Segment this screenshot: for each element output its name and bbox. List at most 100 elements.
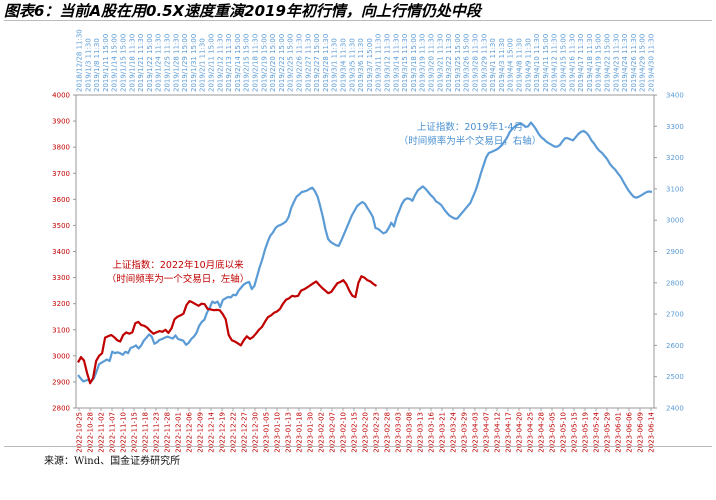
source-rule bbox=[4, 446, 712, 447]
bottom-tick-label: 2022-12-19 bbox=[219, 412, 227, 453]
top-tick-label: 2019/2/14 15:00 bbox=[234, 34, 242, 92]
bottom-tick-label: 2023-02-02 bbox=[318, 412, 326, 453]
top-axis: 2018/12/28 11:30 2019/1/3 11:30 2019/1/8 1… bbox=[76, 29, 656, 96]
bottom-tick-label: 2023-01-13 bbox=[285, 412, 293, 453]
top-tick-label: 2019/3/29 11:30 bbox=[480, 34, 488, 92]
right-tick-label: 3100 bbox=[666, 185, 684, 193]
top-tick-label: 2019/3/22 11:30 bbox=[445, 34, 453, 92]
right-axis: 2400 2500 2600 2700 2800 2900 3000 3100 3200 3300… bbox=[653, 92, 684, 413]
top-tick-label: 2019/2/13 11:30 bbox=[225, 34, 233, 92]
bottom-tick-label: 2023-05-29 bbox=[604, 412, 612, 453]
top-tick-label: 2019/2/1 11:30 bbox=[199, 38, 207, 92]
bottom-tick-label: 2023-03-24 bbox=[450, 411, 458, 452]
annotation-2019-line: 上证指数：2019年1-4月 bbox=[417, 121, 523, 133]
bottom-tick-label: 2023-04-12 bbox=[494, 412, 502, 453]
annotation-2022-line: （时间频率为一个交易日，左轴） bbox=[107, 273, 250, 285]
top-tick-label: 2019/4/30 11:30 bbox=[648, 34, 656, 92]
top-tick-label: 2019/2/15 15:00 bbox=[243, 34, 251, 92]
bottom-tick-label: 2023-05-10 bbox=[560, 412, 568, 453]
top-tick-label: 2019/3/21 11:30 bbox=[436, 34, 444, 92]
top-tick-label: 2019/4/3 11:30 bbox=[498, 38, 506, 92]
annotations: 上证指数：2022年10月底以来 （时间频率为一个交易日，左轴） 上证指数：2019… bbox=[107, 121, 542, 285]
bottom-tick-label: 2023-06-09 bbox=[637, 412, 645, 453]
bottom-tick-label: 2023-03-29 bbox=[461, 412, 469, 453]
bottom-tick-label: 2023-04-28 bbox=[538, 412, 546, 453]
bottom-tick-label: 2022-10-28 bbox=[87, 412, 95, 453]
bottom-tick-label: 2023-03-13 bbox=[417, 412, 425, 453]
left-tick-label: 3100 bbox=[52, 326, 70, 334]
bottom-tick-label: 2023-06-06 bbox=[626, 411, 634, 452]
top-tick-label: 2019/4/4 15:00 bbox=[507, 38, 515, 92]
top-tick-label: 2019/2/28 11:30 bbox=[322, 34, 330, 92]
top-tick-label: 2019/4/15 15:00 bbox=[560, 34, 568, 92]
top-tick-label: 2019/2/27 11:30 bbox=[304, 34, 312, 92]
top-tick-label: 2019/3/28 11:30 bbox=[472, 34, 480, 92]
top-tick-label: 2019/4/12 11:30 bbox=[551, 34, 559, 92]
left-tick-label: 3300 bbox=[52, 274, 70, 282]
top-tick-label: 2019/1/11 15:00 bbox=[102, 34, 110, 92]
top-tick-label: 2019/4/26 11:30 bbox=[630, 34, 638, 92]
bottom-tick-label: 2023-03-16 bbox=[428, 411, 436, 452]
top-tick-label: 2019/4/22 15:00 bbox=[604, 34, 612, 92]
top-tick-label: 2019/1/25 11:30 bbox=[164, 34, 172, 92]
left-tick-label: 2900 bbox=[52, 378, 70, 386]
top-tick-label: 2019/2/25 15:00 bbox=[287, 34, 295, 92]
top-tick-label: 2019/2/27 15:00 bbox=[313, 34, 321, 92]
bottom-tick-label: 2023-03-21 bbox=[439, 412, 447, 453]
top-tick-label: 2019/4/24 11:30 bbox=[621, 34, 629, 92]
bottom-tick-label: 2023-02-28 bbox=[384, 412, 392, 453]
left-tick-label: 3400 bbox=[52, 248, 70, 256]
top-tick-label: 2019/3/12 11:30 bbox=[384, 34, 392, 92]
top-tick-label: 2019/4/17 11:30 bbox=[577, 34, 585, 92]
bottom-tick-label: 2023-05-19 bbox=[582, 412, 590, 453]
bottom-tick-label: 2022-12-01 bbox=[175, 412, 183, 453]
top-tick-label: 2019/3/7 15:00 bbox=[366, 38, 374, 92]
right-tick-label: 3200 bbox=[666, 154, 684, 162]
top-tick-label: 2019/3/6 11:30 bbox=[357, 38, 365, 92]
bottom-tick-label: 2022-12-30 bbox=[252, 412, 260, 453]
top-tick-label: 2018/12/28 11:30 bbox=[76, 29, 84, 92]
top-tick-label: 2019/2/18 11:30 bbox=[252, 34, 260, 92]
top-tick-label: 2019/3/15 11:30 bbox=[401, 34, 409, 92]
top-tick-label: 2019/1/29 15:00 bbox=[181, 34, 189, 92]
top-tick-label: 2019/2/19 15:00 bbox=[260, 34, 268, 92]
bottom-tick-label: 2023-04-17 bbox=[505, 412, 513, 453]
right-tick-label: 2800 bbox=[666, 279, 684, 287]
bottom-tick-label: 2022-12-27 bbox=[241, 412, 249, 453]
bottom-tick-label: 2022-11-02 bbox=[98, 412, 106, 453]
bottom-tick-label: 2023-04-07 bbox=[483, 412, 491, 453]
top-tick-label: 2019/2/22 15:00 bbox=[278, 34, 286, 92]
top-tick-label: 2019/1/3 11:30 bbox=[84, 38, 92, 92]
bottom-tick-label: 2023-05-05 bbox=[549, 412, 557, 453]
top-tick-label: 2019/2/12 11:30 bbox=[216, 34, 224, 92]
bottom-tick-label: 2023-01-10 bbox=[274, 412, 282, 453]
right-tick-label: 2600 bbox=[666, 342, 684, 350]
top-tick-label: 2019/3/11 11:30 bbox=[375, 34, 383, 92]
right-tick-label: 3400 bbox=[666, 92, 684, 100]
left-tick-label: 4000 bbox=[52, 92, 70, 100]
top-tick-label: 2019/3/5 11:30 bbox=[348, 38, 356, 92]
bottom-tick-label: 2023-01-30 bbox=[307, 412, 315, 453]
top-tick-label: 2019/4/1 11:30 bbox=[489, 38, 497, 92]
top-tick-label: 2019/3/20 11:30 bbox=[428, 34, 436, 92]
figure-title: 图表6：当前A股在用0.5X速度重演2019年初行情，向上行情仍处中段 bbox=[4, 2, 481, 20]
top-tick-label: 2019/3/26 15:00 bbox=[463, 34, 471, 92]
right-tick-label: 2400 bbox=[666, 405, 684, 413]
top-tick-label: 2019/4/18 11:30 bbox=[586, 34, 594, 92]
top-tick-label: 2019/4/10 11:30 bbox=[533, 34, 541, 92]
bottom-tick-label: 2022-11-15 bbox=[131, 412, 139, 453]
bottom-tick-label: 2023-06-14 bbox=[648, 411, 656, 452]
top-tick-label: 2019/3/1 11:30 bbox=[331, 38, 339, 92]
left-tick-label: 3800 bbox=[52, 144, 70, 152]
bottom-tick-label: 2023-02-15 bbox=[351, 412, 359, 453]
bottom-tick-label: 2022-11-10 bbox=[120, 412, 128, 453]
bottom-tick-label: 2023-05-15 bbox=[571, 412, 579, 453]
left-tick-label: 3500 bbox=[52, 222, 70, 230]
top-tick-label: 2019/4/8 11:30 bbox=[516, 38, 524, 92]
bottom-tick-label: 2022-10-25 bbox=[76, 412, 84, 453]
series-line-2019 bbox=[77, 121, 653, 383]
right-tick-label: 2700 bbox=[666, 311, 684, 319]
left-tick-label: 3700 bbox=[52, 170, 70, 178]
bottom-tick-label: 2022-11-28 bbox=[164, 412, 172, 453]
left-tick-label: 3000 bbox=[52, 352, 70, 360]
